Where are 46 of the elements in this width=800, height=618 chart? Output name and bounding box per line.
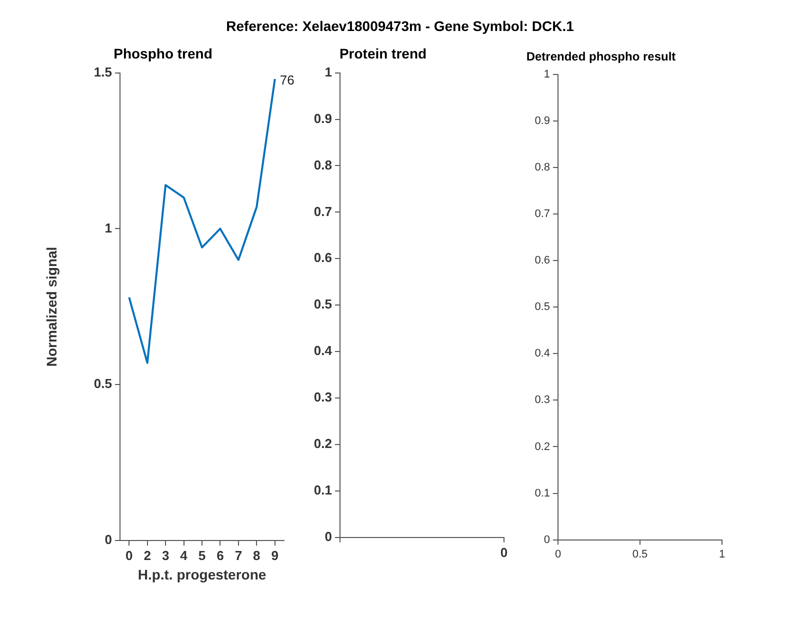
y-tick-label: 0.5 [94, 376, 112, 392]
y-tick-label: 0.1 [534, 487, 550, 500]
y-tick-label: 0.4 [534, 348, 550, 360]
y-tick-label: 0.9 [314, 110, 332, 126]
x-tick-label: 5 [198, 548, 206, 563]
x-tick-label: 1 [718, 548, 726, 560]
y-tick-label: 0.5 [534, 301, 550, 314]
y-tick-label: 1 [544, 68, 550, 80]
y-tick-label: 0 [104, 532, 112, 548]
x-tick-label: 7 [234, 548, 242, 563]
y-tick-label: 0.2 [534, 440, 550, 453]
x-tick-label: 9 [271, 548, 279, 563]
x-tick-label: 0 [554, 548, 562, 560]
x-tick-label: 0 [500, 544, 508, 560]
x-tick-label: 6 [216, 548, 224, 563]
x-axis-title: H.p.t. progesterone [138, 566, 266, 582]
y-tick-label: 0 [324, 528, 332, 544]
x-tick-label: 4 [180, 548, 188, 563]
y-axis-title: Normalized signal [43, 246, 60, 367]
y-tick-label: 0.7 [314, 204, 332, 219]
y-tick-label: 1.5 [94, 64, 112, 80]
y-tick-label: 0.4 [314, 343, 333, 358]
y-tick-label: 0.3 [314, 390, 332, 405]
y-tick-label: 0.8 [314, 157, 332, 172]
y-tick-label: 0.6 [314, 250, 332, 266]
x-tick-label: 0.5 [632, 548, 648, 560]
y-tick-label: 0.2 [314, 436, 332, 452]
text: Reference: Xelaev18009473m - Gene Symbol: DCK.1 [225, 18, 575, 34]
x-tick-label: 3 [162, 548, 170, 563]
y-tick-label: 0.7 [534, 208, 550, 220]
chart-title: Protein trend [339, 45, 427, 62]
x-tick-label: 2 [144, 548, 151, 563]
y-tick-label: 1 [324, 64, 332, 80]
x-tick-label: 8 [253, 548, 260, 563]
y-tick-label: 0.8 [534, 162, 550, 174]
y-tick-label: 0.6 [534, 254, 550, 267]
y-tick-label: 1 [104, 220, 112, 236]
y-tick-label: 0 [544, 534, 550, 546]
y-tick-label: 0.1 [314, 482, 332, 498]
y-tick-label: 0.5 [314, 296, 332, 312]
y-tick-label: 0.3 [534, 394, 550, 406]
chart-subtitle: Phospho trend [114, 45, 212, 62]
x-tick-label: 0 [125, 548, 133, 563]
y-tick-label: 0.9 [534, 114, 550, 127]
annotation: 76 [280, 72, 294, 88]
chart-title: Detrended phospho result [526, 50, 676, 64]
